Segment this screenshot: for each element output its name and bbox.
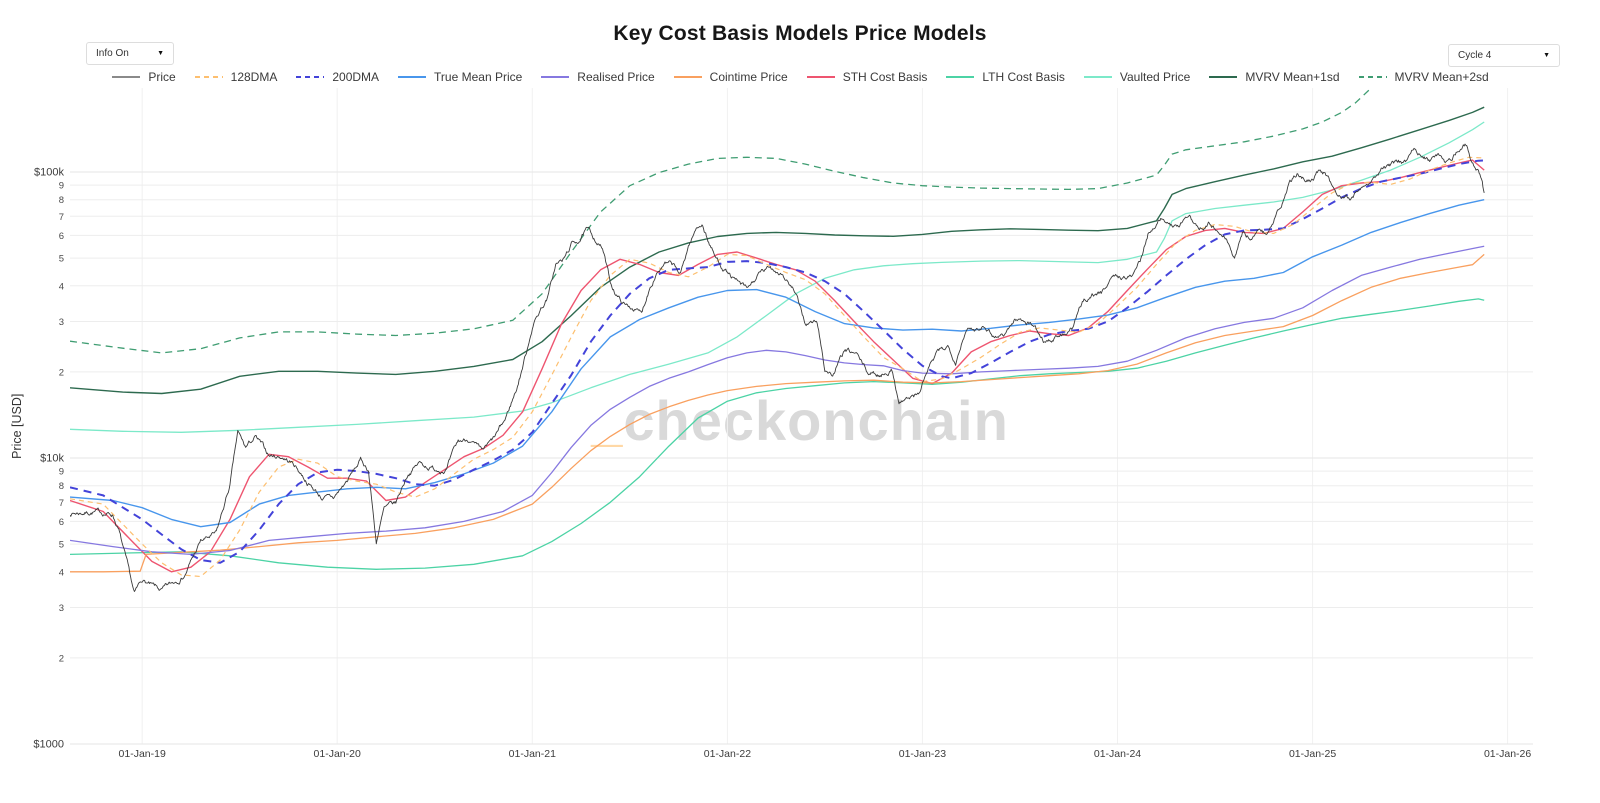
y-tick-label: 3 <box>59 317 64 328</box>
cycle-select-label: Cycle 4 <box>1458 50 1492 61</box>
y-tick-label: 2 <box>59 653 64 664</box>
y-tick-label: 8 <box>59 481 64 492</box>
series-line-200dma <box>70 159 1485 564</box>
legend-swatch-mvrv-mean-1sd <box>1209 76 1238 78</box>
legend-item-price[interactable]: Price <box>111 70 176 84</box>
y-tick-label: 2 <box>59 367 64 378</box>
legend-label: Price <box>148 70 176 84</box>
legend-label: Vaulted Price <box>1119 70 1191 84</box>
y-tick-label: 9 <box>59 181 64 192</box>
y-tick-label: $10k <box>40 453 64 465</box>
legend-item-mvrv-mean-2sd[interactable]: MVRV Mean+2sd <box>1358 70 1489 84</box>
watermark-text: checkonchain <box>623 389 1009 452</box>
chart-legend: Price 128DMA 200DMA True Mean Price Realised… <box>0 70 1600 84</box>
series-line-sth-cost-basis <box>70 159 1485 573</box>
y-tick-label: $1000 <box>33 739 64 751</box>
legend-swatch-true-mean-price <box>398 76 427 78</box>
legend-swatch-realised-price <box>541 76 570 78</box>
x-tick-label: 01-Jan-22 <box>704 748 751 760</box>
y-tick-label: 6 <box>59 517 64 528</box>
chevron-down-icon: ▼ <box>157 50 164 57</box>
legend-item-sth-cost-basis[interactable]: STH Cost Basis <box>806 70 928 84</box>
info-toggle-dropdown[interactable]: Info On ▼ <box>86 42 174 65</box>
legend-swatch-lth-cost-basis <box>946 76 975 78</box>
x-tick-label: 01-Jan-23 <box>899 748 946 760</box>
legend-item-lth-cost-basis[interactable]: LTH Cost Basis <box>945 70 1065 84</box>
cycle-select-dropdown[interactable]: Cycle 4 ▼ <box>1448 44 1560 67</box>
y-tick-label: 9 <box>59 467 64 478</box>
legend-item-vaulted-price[interactable]: Vaulted Price <box>1083 70 1190 84</box>
x-tick-label: 01-Jan-25 <box>1289 748 1336 760</box>
chevron-down-icon: ▼ <box>1543 52 1550 59</box>
series-line-128dma <box>70 156 1485 578</box>
x-tick-label: 01-Jan-24 <box>1094 748 1141 760</box>
legend-label: STH Cost Basis <box>842 70 928 84</box>
legend-swatch-cointime-price <box>673 76 702 78</box>
series-line-true-mean-price <box>70 199 1485 528</box>
y-tick-label: 7 <box>59 498 64 509</box>
legend-item-mvrv-mean-1sd[interactable]: MVRV Mean+1sd <box>1208 70 1340 84</box>
x-tick-label: 01-Jan-26 <box>1484 748 1531 760</box>
y-tick-label: 3 <box>59 603 64 614</box>
legend-label: MVRV Mean+2sd <box>1394 70 1489 84</box>
legend-swatch-128dma <box>194 76 223 78</box>
x-tick-label: 01-Jan-20 <box>314 748 361 760</box>
x-tick-label: 01-Jan-21 <box>509 748 556 760</box>
series-line-realised-price <box>70 245 1485 556</box>
y-tick-label: 5 <box>59 254 64 265</box>
legend-swatch-sth-cost-basis <box>806 76 835 78</box>
x-tick-label: 01-Jan-19 <box>119 748 166 760</box>
legend-item-128dma[interactable]: 128DMA <box>194 70 278 84</box>
series-line-mvrv-mean-2sd <box>70 87 1372 354</box>
y-tick-label: 4 <box>59 281 64 292</box>
page-title: Key Cost Basis Models Price Models <box>613 22 987 45</box>
legend-label: True Mean Price <box>434 70 523 84</box>
series-line-price <box>70 143 1485 592</box>
info-toggle-label: Info On <box>96 48 129 59</box>
legend-item-realised-price[interactable]: Realised Price <box>540 70 655 84</box>
legend-label: Cointime Price <box>709 70 788 84</box>
series-line-cointime-price <box>70 253 1485 573</box>
y-tick-label: 8 <box>59 195 64 206</box>
legend-swatch-200dma <box>296 76 325 78</box>
series-line-vaulted-price <box>70 121 1485 433</box>
legend-item-200dma[interactable]: 200DMA <box>295 70 379 84</box>
legend-label: 200DMA <box>332 70 380 84</box>
legend-label: 128DMA <box>230 70 278 84</box>
series-line-mvrv-mean-1sd <box>70 106 1485 395</box>
y-tick-label: 6 <box>59 231 64 242</box>
legend-swatch-price <box>112 76 141 78</box>
series-group <box>70 87 1485 592</box>
y-tick-label: 7 <box>59 212 64 223</box>
y-tick-label: 5 <box>59 540 64 551</box>
legend-label: Realised Price <box>577 70 655 84</box>
legend-item-true-mean-price[interactable]: True Mean Price <box>397 70 522 84</box>
y-tick-label: 4 <box>59 567 64 578</box>
series-line-lth-cost-basis <box>70 298 1485 570</box>
legend-item-cointime-price[interactable]: Cointime Price <box>673 70 788 84</box>
legend-swatch-vaulted-price <box>1083 76 1112 78</box>
legend-label: MVRV Mean+1sd <box>1245 70 1340 84</box>
legend-label: LTH Cost Basis <box>982 70 1065 84</box>
legend-swatch-mvrv-mean-2sd <box>1358 76 1387 78</box>
y-tick-label: $100k <box>34 167 64 179</box>
